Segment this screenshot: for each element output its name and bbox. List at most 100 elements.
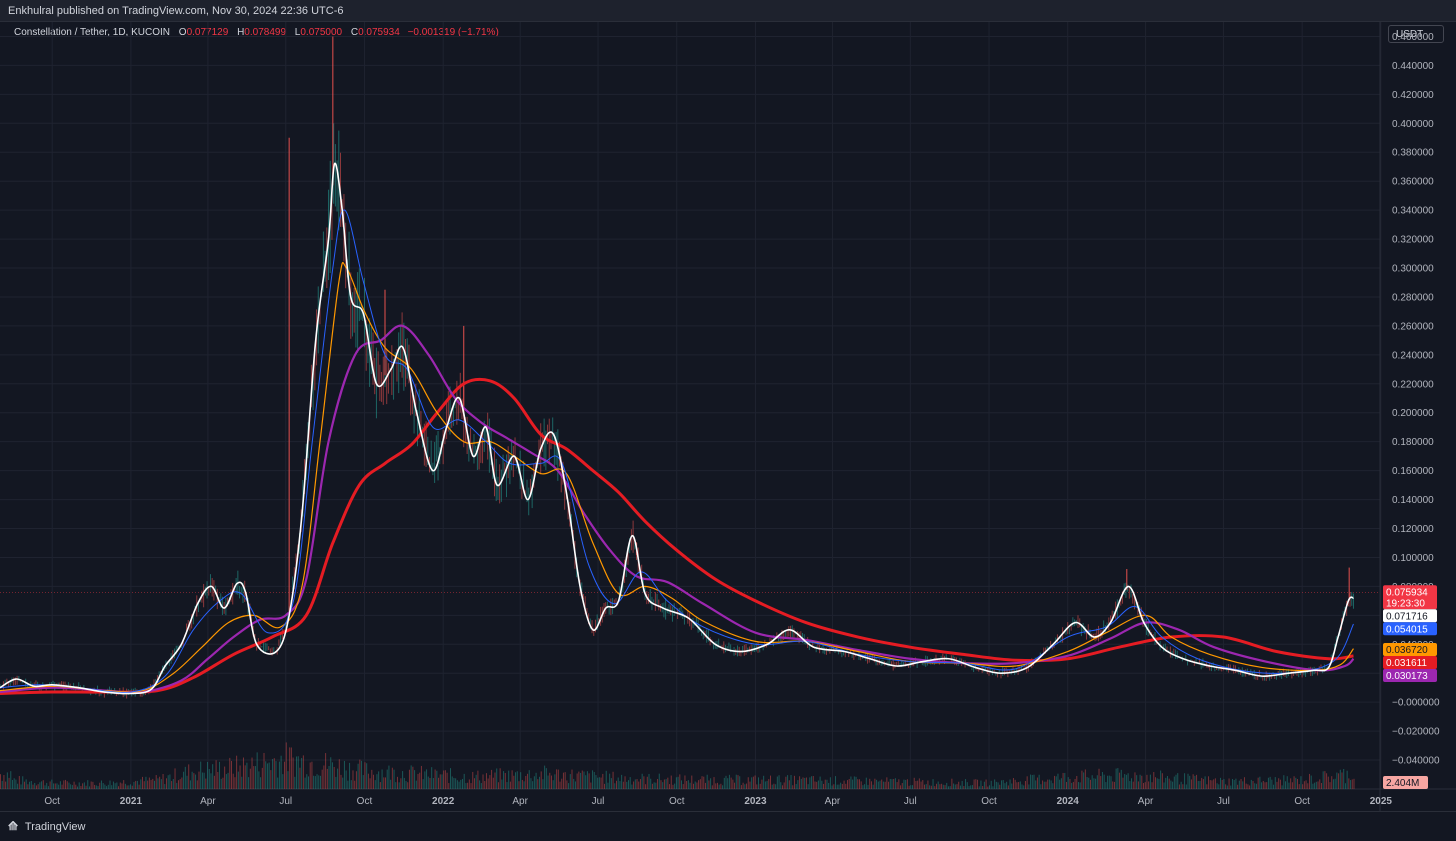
volume-bar [1009, 779, 1011, 789]
volume-bar [354, 780, 356, 789]
volume-bar [571, 769, 573, 789]
volume-bar [306, 774, 308, 789]
volume-bar [217, 772, 219, 789]
volume-bar [877, 781, 879, 789]
volume-bar [1081, 770, 1083, 789]
volume-bar [807, 784, 809, 789]
volume-bar [349, 762, 351, 789]
volume-bar [1237, 784, 1239, 789]
volume-bar [831, 785, 833, 789]
volume-bar [799, 776, 801, 789]
volume-bar [797, 780, 799, 789]
volume-bar [345, 770, 347, 789]
volume-bar [699, 779, 701, 789]
volume-bar [97, 786, 99, 789]
volume-bar [5, 781, 7, 789]
volume-bar [407, 782, 409, 789]
volume-bar [225, 774, 227, 789]
x-tick-label: Apr [200, 796, 216, 807]
volume-bar [338, 759, 340, 789]
volume-bar [167, 775, 169, 789]
volume-bar [592, 770, 594, 789]
volume-bar [619, 781, 621, 789]
volume-bar [954, 784, 956, 789]
volume-bar [468, 779, 470, 789]
volume-bar [232, 773, 234, 789]
volume-bar [1149, 774, 1151, 789]
volume-bar [297, 756, 299, 789]
volume-bar [554, 774, 556, 789]
volume-bar [732, 779, 734, 789]
volume-bar [927, 780, 929, 789]
volume-bar [651, 783, 653, 789]
volume-bar [888, 781, 890, 789]
open-label: O [178, 27, 187, 38]
volume-bar [1113, 781, 1115, 789]
volume-bar [1144, 782, 1146, 789]
volume-bar [975, 779, 977, 789]
volume-bar [80, 785, 82, 789]
volume-bar [373, 774, 375, 789]
volume-bar [835, 776, 837, 789]
volume-bar [874, 778, 876, 789]
volume-bar [696, 782, 698, 789]
volume-bar [1125, 774, 1127, 789]
volume-bar [1060, 778, 1062, 789]
y-tick-label: 0.320000 [1392, 235, 1434, 246]
price-chart[interactable]: −0.040000−0.020000−0.0000000.0200000.040… [0, 22, 1456, 811]
volume-bar [621, 774, 623, 789]
volume-bar [638, 781, 640, 789]
volume-bar [236, 755, 238, 789]
volume-bar [1279, 779, 1281, 789]
volume-bar [804, 777, 806, 789]
volume-bar [1250, 779, 1252, 789]
volume-bar [162, 773, 164, 789]
volume-bar [165, 778, 167, 789]
currency-unit-button[interactable]: USDT [1388, 25, 1444, 43]
volume-bar [970, 785, 972, 789]
volume-bar [946, 782, 948, 789]
volume-bar [438, 777, 440, 789]
volume-bar [698, 780, 700, 789]
volume-bar [906, 779, 908, 789]
volume-bar [520, 772, 522, 789]
series-line-ma_red [0, 377, 1354, 695]
y-tick-label: 0.120000 [1392, 524, 1434, 535]
volume-bar [1332, 779, 1334, 789]
high-value: 0.078499 [244, 27, 287, 38]
volume-bar [340, 774, 342, 789]
volume-bar [574, 781, 576, 789]
volume-bar [723, 777, 725, 789]
volume-bar [742, 782, 744, 789]
volume-bar [362, 775, 364, 789]
volume-bar [92, 781, 94, 789]
symbol-name[interactable]: Constellation / Tether, 1D, KUCOIN [14, 27, 170, 38]
volume-bar [843, 780, 845, 789]
volume-bar [70, 784, 72, 789]
volume-bar [237, 771, 239, 789]
volume-bar [335, 776, 337, 789]
volume-bar [1353, 778, 1355, 789]
volume-bar [403, 777, 405, 789]
volume-bar [355, 771, 357, 789]
volume-bar [104, 784, 106, 789]
volume-bar [109, 780, 111, 789]
volume-bar [429, 777, 431, 789]
volume-bar [73, 781, 75, 789]
volume-bar [1033, 774, 1035, 789]
time-axis[interactable]: Oct 2021 Apr Jul Oct 2022 Apr Jul Oct 2023 Apr Jul O… [44, 796, 1392, 807]
y-tick-label: 0.280000 [1392, 292, 1434, 303]
volume-bar [88, 786, 90, 789]
price-marker-label: 0.036720 [1386, 645, 1428, 656]
volume-bar [1283, 775, 1285, 789]
volume-bar [1322, 771, 1324, 789]
volume-bar [1119, 772, 1121, 789]
volume-bar [971, 785, 973, 789]
volume-bar [562, 772, 564, 789]
volume-bar [527, 773, 529, 789]
volume-bar [561, 778, 563, 789]
volume-bar [1134, 772, 1136, 789]
volume-bar [1146, 774, 1148, 789]
volume-bar [273, 758, 275, 789]
volume-bar [184, 766, 186, 789]
